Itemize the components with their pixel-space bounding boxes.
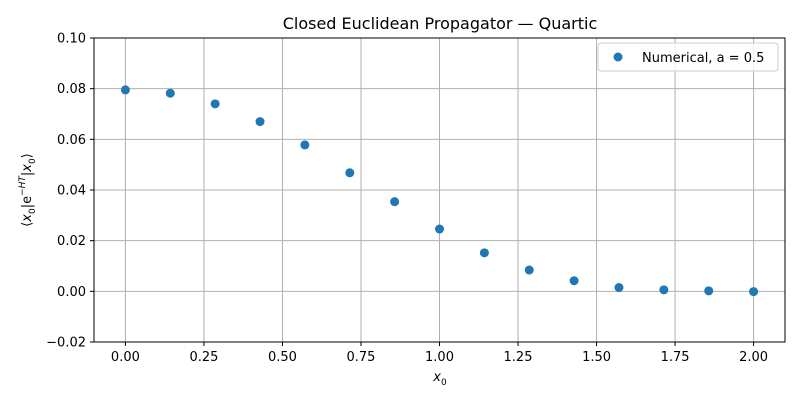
data-point	[300, 140, 310, 150]
y-axis-label: ⟨x0|e−HT|x0⟩	[18, 153, 38, 227]
data-point	[749, 287, 759, 297]
y-tick-label: 0.04	[57, 184, 86, 199]
data-point	[165, 88, 175, 98]
chart-title: Closed Euclidean Propagator — Quartic	[283, 14, 598, 33]
data-point	[659, 285, 669, 295]
data-point	[210, 99, 220, 109]
data-point	[524, 265, 534, 275]
x-tick-label: 1.00	[425, 350, 454, 365]
legend-marker	[613, 52, 623, 62]
y-tick-label: 0.10	[57, 32, 86, 47]
x-tick-label: 1.50	[582, 350, 611, 365]
data-point	[479, 248, 489, 258]
x-tick-label: 2.00	[739, 350, 768, 365]
data-point	[569, 276, 579, 286]
y-tick-label: −0.02	[46, 336, 86, 351]
x-tick-label: 1.75	[661, 350, 690, 365]
legend: Numerical, a = 0.5	[597, 42, 779, 72]
data-point	[255, 117, 265, 127]
data-points	[120, 85, 759, 297]
x-tick-label: 0.00	[111, 350, 140, 365]
legend-box	[597, 42, 779, 72]
x-tick-label: 1.25	[504, 350, 533, 365]
x-tick-label: 0.25	[189, 350, 218, 365]
ticks: 0.00 0.25 0.50 0.75 1.00 1.25 1.50 1.75 2.00 −0.0…	[46, 32, 768, 366]
data-point	[120, 85, 130, 95]
data-point	[390, 197, 400, 207]
data-point	[614, 283, 624, 293]
plot-area-frame	[93, 37, 786, 343]
x-tick-label: 0.50	[268, 350, 297, 365]
y-tick-label: 0.06	[57, 133, 86, 148]
data-point	[345, 168, 355, 178]
grid	[94, 37, 785, 343]
data-point	[435, 224, 444, 234]
data-point	[704, 286, 714, 296]
x-axis-label: x0	[432, 370, 447, 388]
y-tick-label: 0.00	[57, 285, 86, 300]
y-tick-label: 0.08	[57, 82, 86, 97]
legend-label: Numerical, a = 0.5	[642, 51, 764, 66]
x-tick-label: 0.75	[347, 350, 376, 365]
y-tick-label: 0.02	[57, 234, 86, 249]
